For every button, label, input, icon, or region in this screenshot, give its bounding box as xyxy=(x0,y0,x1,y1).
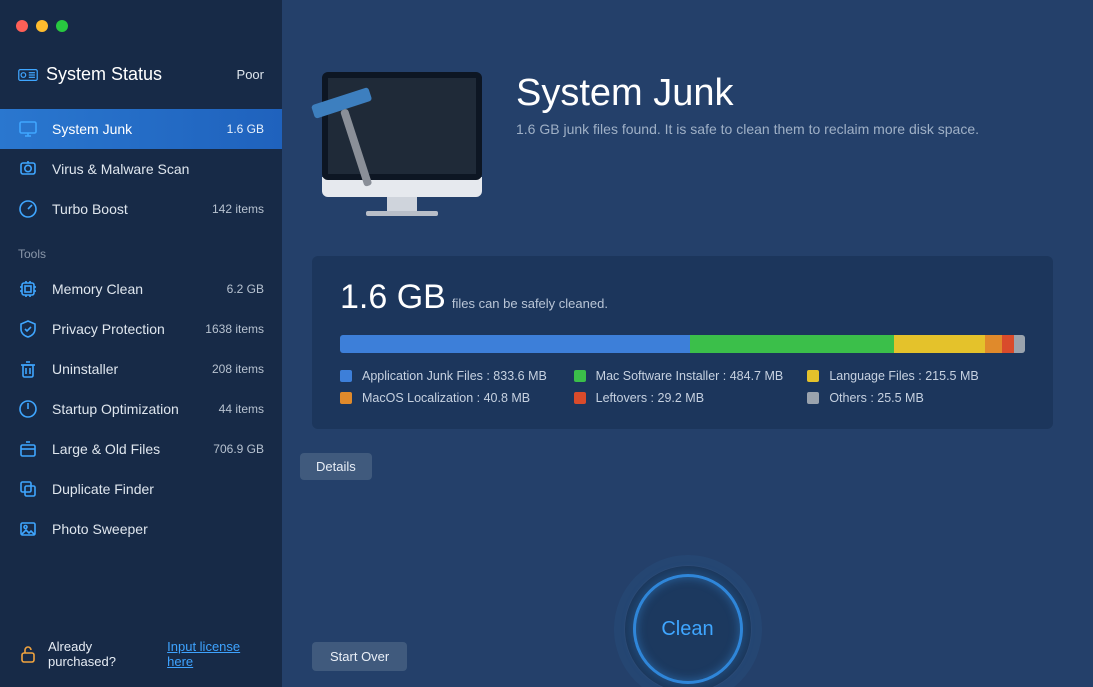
license-footer: Already purchased? Input license here xyxy=(0,625,282,687)
usage-segment xyxy=(1014,335,1025,353)
close-icon[interactable] xyxy=(16,20,28,32)
legend-label: Mac Software Installer : 484.7 MB xyxy=(596,369,784,383)
usage-segment xyxy=(1002,335,1014,353)
system-status-header[interactable]: System Status Poor xyxy=(0,64,282,85)
legend-swatch xyxy=(574,370,586,382)
legend-label: Others : 25.5 MB xyxy=(829,391,923,405)
nav-label: Photo Sweeper xyxy=(52,521,148,537)
summary-panel: 1.6 GB files can be safely cleaned. Appl… xyxy=(312,256,1053,429)
nav-meta: 208 items xyxy=(212,362,264,376)
legend-swatch xyxy=(340,392,352,404)
copies-icon xyxy=(18,479,38,499)
hero: System Junk 1.6 GB junk files found. It … xyxy=(282,0,1093,216)
power-icon xyxy=(18,399,38,419)
box-icon xyxy=(18,439,38,459)
app-window: System Status Poor System Junk 1.6 GB Viru… xyxy=(0,0,1093,687)
sidebar-item-virus-scan[interactable]: Virus & Malware Scan xyxy=(0,149,282,189)
input-license-link[interactable]: Input license here xyxy=(167,639,264,669)
total-size: 1.6 GB xyxy=(340,278,446,317)
details-button[interactable]: Details xyxy=(300,453,372,480)
usage-legend: Application Junk Files : 833.6 MB Mac Sof… xyxy=(340,369,1025,405)
nav-label: Turbo Boost xyxy=(52,201,128,217)
nav-label: Startup Optimization xyxy=(52,401,179,417)
nav-label: System Junk xyxy=(52,121,132,137)
legend-swatch xyxy=(340,370,352,382)
zoom-icon[interactable] xyxy=(56,20,68,32)
legend-swatch xyxy=(574,392,586,404)
legend-label: MacOS Localization : 40.8 MB xyxy=(362,391,530,405)
gauge-icon xyxy=(18,199,38,219)
window-controls xyxy=(16,20,68,32)
nav-label: Memory Clean xyxy=(52,281,143,297)
total-size-sub: files can be safely cleaned. xyxy=(452,296,608,311)
nav-label: Virus & Malware Scan xyxy=(52,161,189,177)
lock-icon xyxy=(18,644,38,664)
dashboard-icon xyxy=(18,65,38,85)
sidebar-item-photo-sweeper[interactable]: Photo Sweeper xyxy=(0,509,282,549)
sidebar-item-memory-clean[interactable]: Memory Clean 6.2 GB xyxy=(0,269,282,309)
legend-item: Application Junk Files : 833.6 MB xyxy=(340,369,558,383)
legend-label: Language Files : 215.5 MB xyxy=(829,369,978,383)
sidebar-item-system-junk[interactable]: System Junk 1.6 GB xyxy=(0,109,282,149)
usage-segment xyxy=(340,335,690,353)
sidebar-item-startup[interactable]: Startup Optimization 44 items xyxy=(0,389,282,429)
minimize-icon[interactable] xyxy=(36,20,48,32)
usage-segment xyxy=(985,335,1002,353)
legend-swatch xyxy=(807,392,819,404)
sidebar: System Status Poor System Junk 1.6 GB Viru… xyxy=(0,0,282,687)
trash-icon xyxy=(18,359,38,379)
nav-meta: 1638 items xyxy=(205,322,264,336)
nav-label: Uninstaller xyxy=(52,361,118,377)
nav-label: Duplicate Finder xyxy=(52,481,154,497)
sidebar-item-uninstaller[interactable]: Uninstaller 208 items xyxy=(0,349,282,389)
shield-icon xyxy=(18,319,38,339)
primary-nav: System Junk 1.6 GB Virus & Malware Scan Tur… xyxy=(0,109,282,229)
monitor-icon xyxy=(18,119,38,139)
legend-swatch xyxy=(807,370,819,382)
start-over-button[interactable]: Start Over xyxy=(312,642,407,671)
nav-meta: 44 items xyxy=(219,402,264,416)
chip-icon xyxy=(18,279,38,299)
clean-button-label: Clean xyxy=(661,618,713,641)
legend-item: Mac Software Installer : 484.7 MB xyxy=(574,369,792,383)
nav-meta: 1.6 GB xyxy=(227,122,264,136)
legend-label: Leftovers : 29.2 MB xyxy=(596,391,704,405)
main-content: System Junk 1.6 GB junk files found. It … xyxy=(282,0,1093,687)
nav-label: Large & Old Files xyxy=(52,441,160,457)
nav-meta: 706.9 GB xyxy=(213,442,264,456)
image-icon xyxy=(18,519,38,539)
license-prompt: Already purchased? xyxy=(48,639,157,669)
legend-item: Others : 25.5 MB xyxy=(807,391,1025,405)
sidebar-item-duplicate[interactable]: Duplicate Finder xyxy=(0,469,282,509)
legend-label: Application Junk Files : 833.6 MB xyxy=(362,369,547,383)
nav-meta: 6.2 GB xyxy=(227,282,264,296)
nav-label: Privacy Protection xyxy=(52,321,165,337)
clean-button[interactable]: Clean xyxy=(624,565,752,687)
page-title: System Junk xyxy=(516,72,979,115)
usage-segment xyxy=(690,335,894,353)
usage-segment xyxy=(894,335,985,353)
sidebar-item-large-old[interactable]: Large & Old Files 706.9 GB xyxy=(0,429,282,469)
tools-section-label: Tools xyxy=(0,229,282,269)
legend-item: Leftovers : 29.2 MB xyxy=(574,391,792,405)
sidebar-item-turbo-boost[interactable]: Turbo Boost 142 items xyxy=(0,189,282,229)
legend-item: Language Files : 215.5 MB xyxy=(807,369,1025,383)
tools-nav: Memory Clean 6.2 GB Privacy Protection 1638… xyxy=(0,269,282,549)
system-status-value: Poor xyxy=(237,67,264,82)
legend-item: MacOS Localization : 40.8 MB xyxy=(340,391,558,405)
cleaning-illustration xyxy=(322,72,492,216)
sidebar-item-privacy[interactable]: Privacy Protection 1638 items xyxy=(0,309,282,349)
usage-bar xyxy=(340,335,1025,353)
page-subtitle: 1.6 GB junk files found. It is safe to c… xyxy=(516,121,979,137)
nav-meta: 142 items xyxy=(212,202,264,216)
bug-icon xyxy=(18,159,38,179)
system-status-title: System Status xyxy=(46,64,162,85)
